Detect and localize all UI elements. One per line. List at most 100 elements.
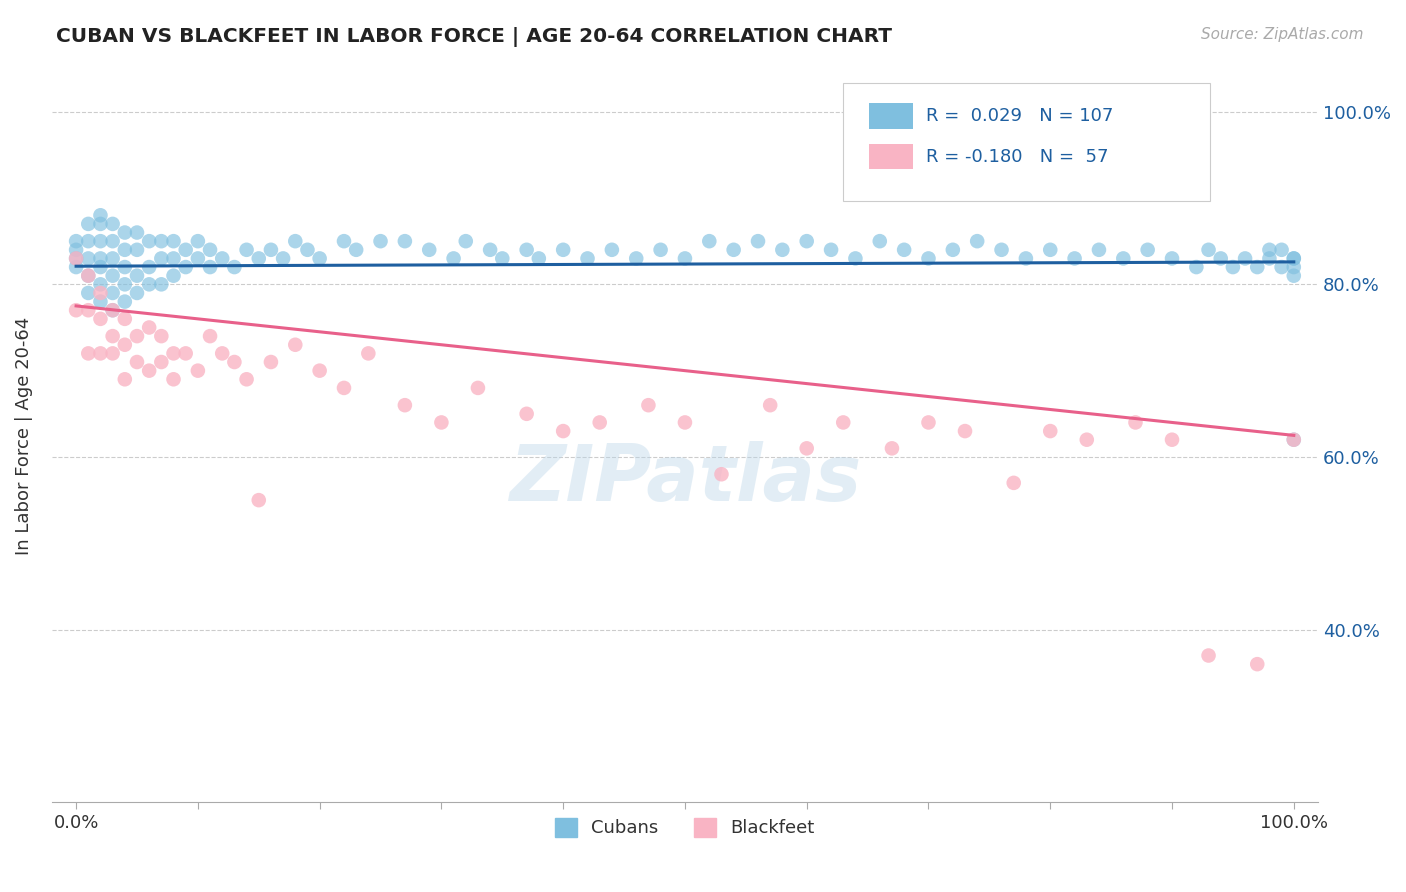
Point bbox=[626, 252, 648, 266]
Point bbox=[284, 337, 307, 351]
Point bbox=[89, 277, 111, 292]
Point bbox=[491, 252, 513, 266]
Point bbox=[125, 226, 148, 240]
Point bbox=[1282, 252, 1305, 266]
Point bbox=[125, 329, 148, 343]
Point bbox=[77, 346, 100, 360]
Point bbox=[1282, 268, 1305, 283]
Text: Source: ZipAtlas.com: Source: ZipAtlas.com bbox=[1201, 27, 1364, 42]
Point bbox=[454, 234, 477, 248]
Point bbox=[101, 234, 124, 248]
Point bbox=[1076, 433, 1098, 447]
Point bbox=[125, 355, 148, 369]
Point bbox=[1282, 433, 1305, 447]
Text: R = -0.180   N =  57: R = -0.180 N = 57 bbox=[925, 147, 1108, 166]
Point bbox=[1063, 252, 1085, 266]
Point bbox=[990, 243, 1012, 257]
Point bbox=[880, 442, 903, 456]
Point bbox=[198, 260, 221, 274]
Point bbox=[101, 329, 124, 343]
Point bbox=[759, 398, 782, 412]
Point bbox=[235, 243, 257, 257]
Point bbox=[77, 303, 100, 318]
Point bbox=[576, 252, 599, 266]
Point bbox=[101, 268, 124, 283]
Point bbox=[77, 252, 100, 266]
Point bbox=[114, 337, 136, 351]
Point bbox=[673, 252, 696, 266]
Point bbox=[187, 252, 209, 266]
Point bbox=[942, 243, 965, 257]
Point bbox=[187, 234, 209, 248]
Y-axis label: In Labor Force | Age 20-64: In Labor Force | Age 20-64 bbox=[15, 317, 32, 555]
Point bbox=[174, 243, 197, 257]
Point bbox=[1185, 260, 1208, 274]
Point bbox=[333, 381, 356, 395]
Point bbox=[65, 234, 87, 248]
Point bbox=[162, 268, 184, 283]
Point bbox=[1015, 252, 1038, 266]
Point bbox=[832, 416, 855, 430]
Point bbox=[114, 277, 136, 292]
Point bbox=[1258, 243, 1281, 257]
Point bbox=[1136, 243, 1159, 257]
Point bbox=[1234, 252, 1257, 266]
Point bbox=[953, 424, 976, 438]
Point bbox=[308, 364, 330, 378]
Point bbox=[260, 355, 283, 369]
Point bbox=[430, 416, 453, 430]
Point bbox=[723, 243, 745, 257]
Point bbox=[65, 243, 87, 257]
Point bbox=[138, 364, 160, 378]
Point bbox=[150, 234, 173, 248]
Point bbox=[89, 260, 111, 274]
Point bbox=[394, 234, 416, 248]
Point bbox=[1161, 252, 1184, 266]
Point bbox=[138, 277, 160, 292]
Point bbox=[174, 260, 197, 274]
Point bbox=[162, 234, 184, 248]
Point bbox=[1222, 260, 1244, 274]
Point bbox=[297, 243, 319, 257]
Point bbox=[553, 243, 575, 257]
Point bbox=[796, 234, 818, 248]
Point bbox=[65, 260, 87, 274]
Point bbox=[198, 243, 221, 257]
Point bbox=[89, 234, 111, 248]
Point bbox=[114, 243, 136, 257]
Point bbox=[1088, 243, 1111, 257]
FancyBboxPatch shape bbox=[869, 144, 912, 169]
Point bbox=[1125, 416, 1147, 430]
Point bbox=[260, 243, 283, 257]
Point bbox=[747, 234, 769, 248]
Point bbox=[150, 355, 173, 369]
Point bbox=[77, 285, 100, 300]
Point bbox=[394, 398, 416, 412]
Point bbox=[150, 277, 173, 292]
Point bbox=[150, 329, 173, 343]
Point bbox=[271, 252, 294, 266]
Point bbox=[65, 252, 87, 266]
Point bbox=[600, 243, 623, 257]
Point bbox=[77, 268, 100, 283]
Point bbox=[89, 208, 111, 222]
Point bbox=[553, 424, 575, 438]
Point bbox=[1258, 252, 1281, 266]
Point bbox=[308, 252, 330, 266]
Point bbox=[125, 243, 148, 257]
Point bbox=[770, 243, 793, 257]
Point bbox=[162, 372, 184, 386]
Text: R =  0.029   N = 107: R = 0.029 N = 107 bbox=[925, 107, 1114, 125]
Point bbox=[650, 243, 672, 257]
FancyBboxPatch shape bbox=[844, 83, 1211, 201]
Point bbox=[1039, 243, 1062, 257]
Point bbox=[101, 217, 124, 231]
Point bbox=[1002, 475, 1025, 490]
Point bbox=[247, 252, 270, 266]
Point bbox=[710, 467, 733, 482]
Point bbox=[89, 346, 111, 360]
Point bbox=[114, 226, 136, 240]
Point bbox=[673, 416, 696, 430]
Point bbox=[1198, 243, 1220, 257]
Point bbox=[869, 234, 891, 248]
